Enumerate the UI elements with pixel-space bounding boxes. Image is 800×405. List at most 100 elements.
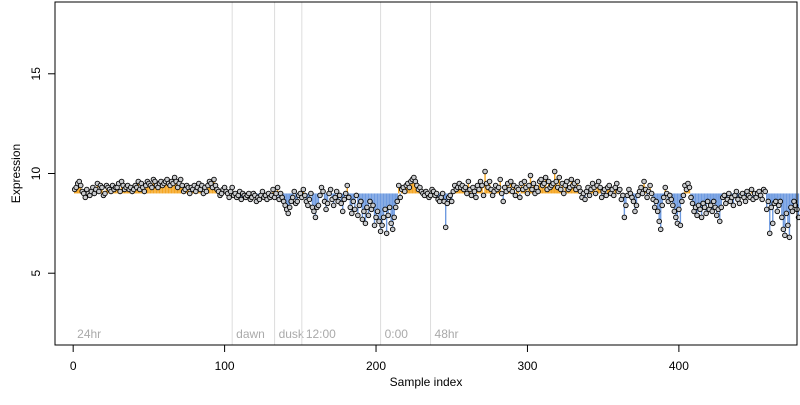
data-point — [515, 186, 522, 193]
marker-label: 24hr — [77, 327, 101, 341]
data-point — [346, 194, 352, 201]
data-point — [779, 214, 785, 221]
data-point — [680, 192, 687, 199]
data-point — [358, 198, 364, 205]
data-point — [773, 198, 779, 205]
data-point — [471, 188, 478, 195]
x-tick-label: 200 — [366, 359, 386, 373]
data-point — [497, 176, 503, 183]
data-point — [766, 230, 773, 237]
data-point — [406, 184, 413, 191]
data-point — [671, 208, 678, 215]
data-point — [274, 184, 281, 191]
data-point — [498, 190, 505, 197]
data-point — [376, 218, 382, 225]
data-point — [701, 204, 708, 211]
data-point — [347, 204, 354, 211]
data-point — [96, 188, 102, 195]
data-point — [620, 192, 626, 199]
data-point — [448, 198, 455, 205]
data-point — [211, 176, 217, 183]
data-point — [659, 202, 665, 209]
x-tick-label: 0 — [70, 359, 77, 373]
data-point — [468, 192, 475, 199]
data-point — [657, 226, 664, 233]
marker-label: dusk — [279, 327, 305, 341]
data-point — [336, 192, 343, 199]
data-point — [582, 196, 588, 203]
data-point — [736, 200, 743, 207]
data-point — [402, 188, 408, 195]
data-point — [270, 186, 276, 193]
data-point — [427, 192, 434, 199]
data-point — [768, 204, 775, 211]
data-point — [597, 184, 603, 191]
data-point — [611, 192, 617, 199]
data-point — [320, 188, 326, 195]
data-point — [697, 206, 703, 213]
data-point — [527, 172, 534, 179]
data-point — [395, 182, 402, 189]
data-point — [397, 194, 404, 201]
data-point — [102, 190, 108, 197]
data-point — [592, 190, 599, 197]
data-point — [656, 218, 662, 225]
data-point — [777, 198, 784, 205]
data-point — [707, 202, 714, 209]
data-point — [670, 202, 676, 209]
data-point — [226, 194, 232, 201]
data-point — [486, 178, 493, 185]
data-point — [286, 204, 293, 211]
data-point — [388, 220, 394, 227]
data-point — [149, 184, 155, 191]
data-point — [668, 196, 675, 203]
data-point — [763, 206, 770, 213]
data-point — [99, 184, 105, 191]
data-point — [545, 178, 552, 185]
data-point — [789, 208, 796, 215]
data-point — [317, 192, 323, 199]
data-point — [603, 192, 609, 199]
data-point — [561, 190, 567, 197]
data-point — [647, 182, 653, 189]
data-point — [385, 212, 391, 219]
data-point — [698, 214, 705, 221]
data-point — [553, 178, 559, 185]
data-point — [726, 190, 732, 197]
data-point — [632, 208, 638, 215]
data-point — [203, 188, 210, 195]
data-point — [586, 192, 593, 199]
data-point — [704, 198, 711, 205]
data-point — [117, 188, 123, 195]
data-point — [447, 192, 453, 199]
data-point — [644, 194, 650, 201]
data-point — [606, 182, 612, 189]
data-point — [673, 214, 679, 221]
data-point — [365, 212, 372, 219]
data-point — [654, 208, 661, 215]
data-point — [380, 214, 387, 221]
data-point — [82, 194, 89, 201]
data-point — [246, 190, 252, 197]
data-point — [709, 208, 715, 215]
data-point — [762, 188, 768, 195]
data-point — [352, 206, 358, 213]
data-point — [312, 214, 319, 221]
data-point — [786, 234, 793, 241]
data-point — [676, 206, 682, 213]
data-point — [556, 174, 563, 181]
data-point — [495, 184, 502, 191]
data-point — [374, 208, 381, 215]
data-point — [710, 198, 717, 205]
deviation-bars-layer — [73, 171, 800, 238]
data-point — [333, 188, 340, 195]
data-point — [703, 210, 709, 217]
data-point — [733, 188, 740, 195]
data-point — [641, 178, 647, 185]
data-point — [713, 212, 720, 219]
data-point — [330, 202, 337, 209]
data-point — [362, 220, 369, 227]
data-point — [350, 198, 357, 205]
data-point — [444, 200, 450, 207]
